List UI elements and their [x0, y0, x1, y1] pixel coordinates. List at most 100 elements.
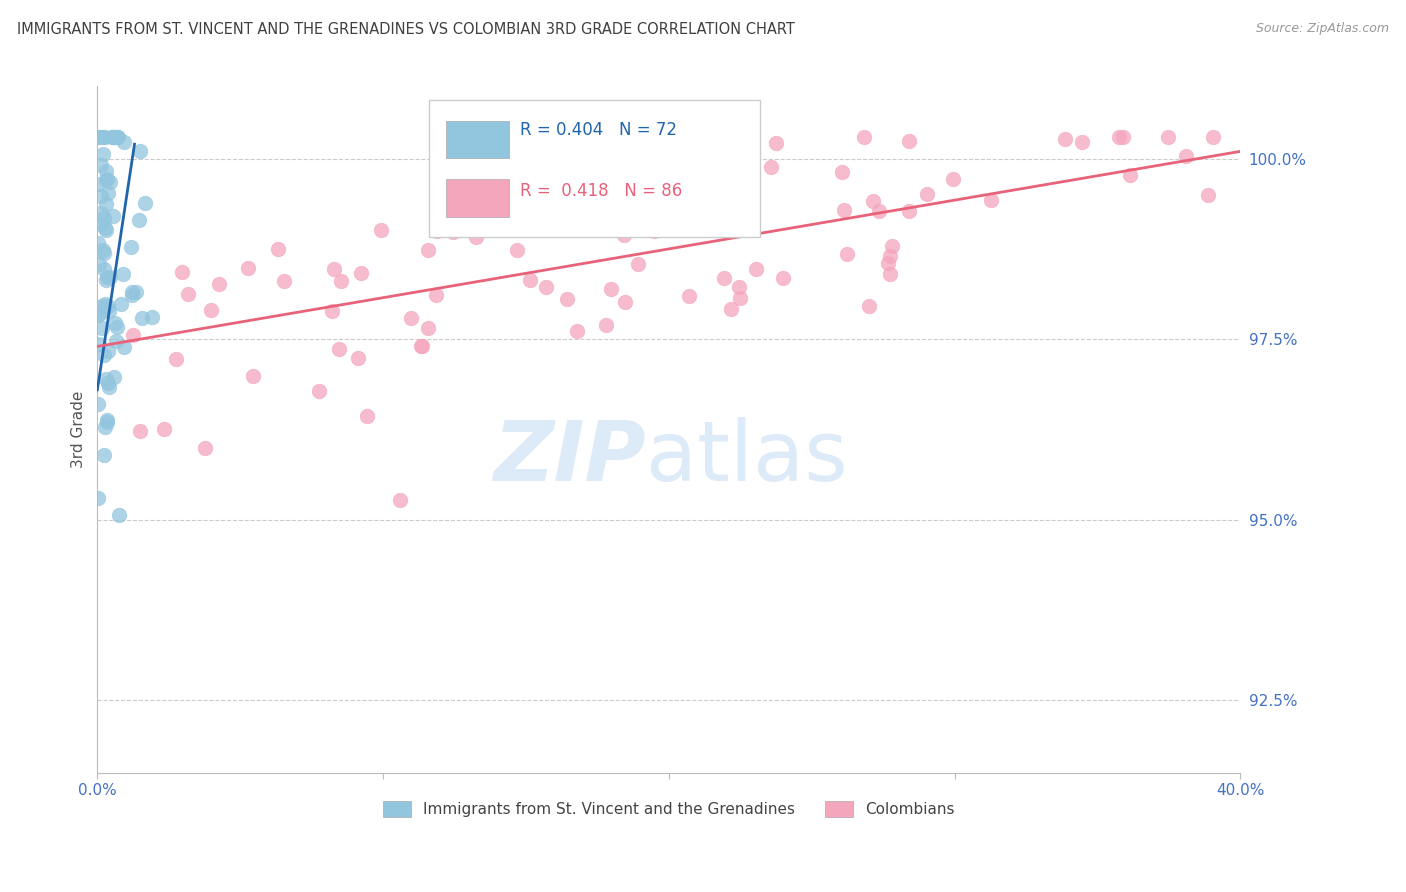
- Point: [831, 165, 853, 179]
- Point: [96, 173, 118, 187]
- Point: [350, 266, 373, 280]
- Point: [112, 340, 135, 354]
- Point: [89, 130, 111, 145]
- Point: [122, 328, 145, 343]
- Point: [129, 144, 152, 158]
- Point: [879, 268, 901, 282]
- Point: [177, 286, 200, 301]
- Point: [595, 148, 617, 162]
- Text: IMMIGRANTS FROM ST. VINCENT AND THE GRENADINES VS COLOMBIAN 3RD GRADE CORRELATIO: IMMIGRANTS FROM ST. VINCENT AND THE GREN…: [17, 22, 794, 37]
- Point: [868, 203, 890, 218]
- Point: [481, 209, 503, 223]
- Point: [90, 158, 112, 172]
- Point: [93, 245, 115, 260]
- Text: R =  0.418   N = 86: R = 0.418 N = 86: [520, 182, 682, 201]
- Point: [120, 239, 142, 253]
- Point: [882, 239, 904, 253]
- Point: [1054, 132, 1077, 146]
- Text: ZIP: ZIP: [494, 417, 645, 498]
- Point: [915, 186, 938, 201]
- Point: [678, 289, 700, 303]
- Point: [128, 213, 150, 227]
- Text: Source: ZipAtlas.com: Source: ZipAtlas.com: [1256, 22, 1389, 36]
- Point: [411, 339, 433, 353]
- Point: [464, 229, 486, 244]
- Point: [1119, 168, 1142, 182]
- Point: [370, 223, 392, 237]
- Point: [94, 196, 117, 211]
- Point: [89, 336, 111, 351]
- Point: [627, 257, 650, 271]
- Point: [98, 304, 121, 318]
- Point: [1071, 135, 1094, 149]
- Point: [425, 287, 447, 301]
- Point: [93, 211, 115, 226]
- Point: [897, 204, 920, 219]
- Point: [565, 324, 588, 338]
- Point: [610, 149, 633, 163]
- Point: [124, 285, 146, 299]
- Point: [104, 316, 127, 330]
- Text: R = 0.404   N = 72: R = 0.404 N = 72: [520, 120, 678, 138]
- Point: [862, 194, 884, 209]
- Point: [389, 493, 412, 508]
- Point: [97, 186, 120, 201]
- Point: [614, 295, 637, 310]
- Point: [673, 130, 696, 145]
- Point: [105, 319, 128, 334]
- Point: [94, 297, 117, 311]
- Point: [858, 299, 880, 313]
- Point: [273, 274, 295, 288]
- Point: [727, 279, 749, 293]
- Point: [1108, 130, 1130, 145]
- Point: [134, 196, 156, 211]
- Point: [980, 193, 1002, 207]
- Point: [90, 217, 112, 231]
- FancyBboxPatch shape: [429, 100, 761, 237]
- Point: [267, 242, 290, 256]
- Point: [121, 287, 143, 301]
- Point: [411, 339, 433, 353]
- Point: [720, 302, 742, 317]
- Point: [87, 308, 110, 322]
- Point: [107, 130, 129, 145]
- Point: [416, 243, 439, 257]
- Point: [170, 265, 193, 279]
- Point: [100, 175, 122, 189]
- Point: [1157, 130, 1180, 145]
- Point: [238, 260, 260, 275]
- Point: [505, 217, 527, 231]
- Legend: Immigrants from St. Vincent and the Grenadines, Colombians: Immigrants from St. Vincent and the Gren…: [377, 796, 960, 823]
- Point: [96, 413, 118, 427]
- Point: [91, 147, 114, 161]
- Point: [599, 282, 621, 296]
- Point: [723, 150, 745, 164]
- Point: [728, 291, 751, 305]
- Point: [90, 299, 112, 313]
- Point: [101, 130, 124, 145]
- Point: [208, 277, 231, 291]
- Point: [323, 262, 346, 277]
- Point: [194, 441, 217, 455]
- Point: [96, 223, 118, 237]
- Point: [328, 342, 350, 356]
- Point: [121, 285, 143, 300]
- Point: [94, 130, 117, 145]
- Point: [765, 136, 787, 151]
- Point: [91, 321, 114, 335]
- Point: [330, 274, 353, 288]
- Point: [87, 130, 110, 145]
- Point: [96, 415, 118, 429]
- Point: [634, 153, 657, 167]
- Point: [356, 409, 378, 423]
- Point: [98, 269, 121, 284]
- Point: [97, 376, 120, 390]
- Point: [128, 425, 150, 439]
- Point: [105, 130, 128, 145]
- Point: [879, 249, 901, 263]
- Point: [534, 280, 557, 294]
- Point: [103, 370, 125, 384]
- Point: [100, 130, 122, 145]
- Point: [308, 384, 330, 398]
- Point: [97, 299, 120, 313]
